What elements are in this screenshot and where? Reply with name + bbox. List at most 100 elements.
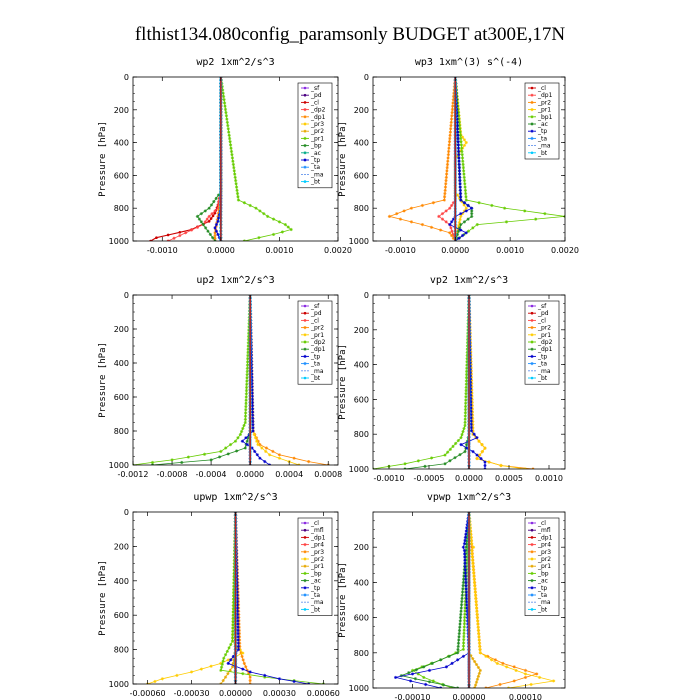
plot-6-legend-marker (530, 586, 534, 590)
plot-4-series-tp-point (472, 432, 476, 436)
plot-4-series-dp1-line (404, 295, 470, 469)
plot-3-series-pr1-point (256, 443, 260, 447)
plot-6-legend-label: _ac (537, 578, 548, 585)
plot-5-series-bp-point (227, 646, 231, 650)
plot-2-series-pr2-point (445, 169, 449, 173)
plot-2-series-pr1-point (462, 203, 466, 207)
plot-3-legend-marker (303, 311, 307, 315)
plot-2-legend-marker (530, 129, 534, 133)
plot-4-series-pr1-point (469, 369, 473, 373)
plot-1-series-dp2-point (178, 233, 182, 238)
plot-2-series-tp-point (456, 136, 460, 141)
plot-4-series-tp-point (469, 419, 473, 423)
plot-2-ytick-label: 0 (364, 73, 369, 82)
plot-6-series-ac-point (460, 590, 465, 594)
plot-3-series-dp2-point (244, 389, 249, 393)
plot-3-series-dp2-point (244, 401, 248, 405)
plot-1-series-dp1-point (217, 208, 221, 212)
plot-2-legend-label: _cl (537, 85, 546, 92)
plot-2-series-tp-point (464, 231, 468, 235)
plot-3-series-tp-point (250, 400, 255, 405)
plot-2-series-bp1-point (458, 133, 463, 137)
plot-1-series-pr1-point (230, 153, 234, 157)
plot-3-legend-label: _pr1 (310, 332, 324, 339)
plot-6-series-ac-point (464, 552, 468, 556)
plot-3-legend-marker (303, 326, 307, 330)
plot-2-series-bp1-point (458, 127, 462, 131)
plot-2-series-tp-point (456, 140, 460, 144)
plot-4-series-dp1-point (465, 443, 469, 447)
plot-5-series-bp-point (219, 665, 224, 669)
plot-3-series-dp2-point (229, 443, 233, 447)
plot-5-series-tp-point (236, 609, 240, 613)
plot-2-series-pr1-point (455, 230, 459, 234)
plot-1-series-dp2-point (216, 206, 220, 210)
plot-6-series-tp-point (463, 538, 467, 543)
plot-1-legend-marker (303, 108, 307, 112)
plot-1-series-pr1-point (248, 203, 252, 208)
plot-5-series-pr1-point (228, 668, 232, 672)
plot-1-series-pr1-point (224, 114, 229, 118)
plot-4-legend-label: _ta (537, 361, 547, 368)
plot-6-series-pr2-point (475, 609, 479, 613)
plot-2-series-pr1-point (462, 138, 467, 142)
plot-6-series-ac-point (456, 648, 460, 652)
plot-2-series-bp1-point (523, 209, 527, 213)
plot-2-series-pr2-point (442, 198, 446, 202)
plot-4-series-pr1-point (471, 423, 475, 427)
plot-1-ytick-label: 400 (114, 139, 129, 148)
plot-6-series-bp-point (462, 622, 467, 626)
plot-2-series-pr2-point (420, 223, 424, 227)
plot-5-series-tp-point (236, 612, 240, 616)
plot-2-series-bp1-point (459, 140, 463, 144)
plot-1-legend-marker (303, 180, 307, 183)
plot-6-series-bp-point (463, 602, 467, 607)
plot-3-series-dp2-point (246, 334, 251, 339)
plot-4-series-dp2-point (463, 411, 467, 415)
plot-1-series-pr1-point (283, 223, 287, 227)
plot-1-series-pr1-point (223, 107, 228, 111)
plot-3-series-dp1-point (243, 446, 247, 450)
plot-1-series-pr1-point (271, 217, 276, 221)
plot-5-xtick-label: -0.00030 (174, 689, 210, 698)
plot-2-ylabel: Pressure [hPa] (338, 121, 348, 197)
plot-5-series-bp-point (231, 603, 235, 608)
plot-1-series-dp2-point (217, 200, 221, 204)
plot-1-series-pr1-point (222, 101, 227, 105)
plot-4-series-dp1-point (423, 464, 427, 468)
plot-4-series-dp2-point (463, 414, 467, 418)
plot-1-series-bp-point (204, 226, 208, 230)
plot-4-series-tp-point (468, 380, 473, 384)
plot-4-series-pr1-point (470, 388, 474, 392)
plot-6-series-pr2-point (476, 622, 480, 626)
plot-6-series-tp-point (456, 658, 460, 662)
plot-6-series-tp-point (393, 675, 398, 680)
plot-4-series-tp-point (465, 446, 469, 450)
plot-4-series-tp-point (469, 400, 473, 404)
plot-1-legend-marker (303, 151, 307, 155)
plot-3-legend-marker (303, 340, 307, 344)
plot-4-series-tp-line (460, 295, 486, 469)
plot-2-series-bp1-point (464, 195, 468, 199)
plot-2-series-bp1-point (457, 120, 461, 124)
plot-1-series-tp-point (217, 216, 221, 220)
plot-2-series-ac-point (466, 217, 470, 221)
plot-5-series-bp-point (231, 597, 236, 601)
plot-5-series-bp-point (232, 591, 236, 595)
plot-2-series-tp-point (451, 217, 456, 221)
plot-3-legend: _sf_pd_cl_pr2_pr1_dp2_dp1_tp_ta_ma_bt (297, 300, 333, 385)
plot-1-legend-label: _pd (310, 92, 322, 99)
plot-6-series-bp-point (461, 644, 466, 648)
plot-3-legend-label: _bt (310, 375, 321, 382)
plot-1-series-dp1-point (213, 231, 217, 235)
plot-3-series-tp-point (250, 378, 254, 382)
plot-6-series-tp-point (465, 612, 469, 617)
plot-6-series-bp-point (465, 551, 469, 556)
plot-2-series-pr2-point (451, 98, 455, 102)
plot-1-series-pr1-point (236, 195, 240, 199)
plot-2-legend-label: _tp (537, 128, 547, 135)
plot-4-series-tp-point (469, 393, 473, 397)
plot-2-series-bp1-point (503, 206, 507, 210)
plot-6-series-bp-point (422, 675, 426, 680)
plot-1-legend-marker (303, 93, 307, 97)
